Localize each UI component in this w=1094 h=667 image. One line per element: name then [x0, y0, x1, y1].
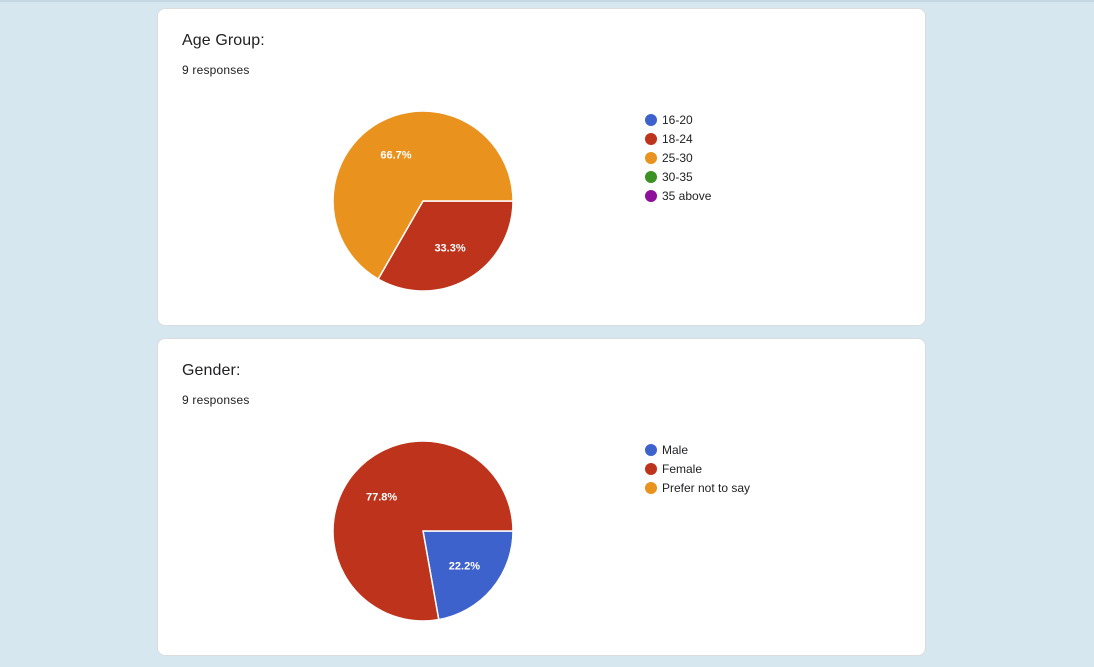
legend-label: 25-30: [662, 150, 693, 165]
legend-item-30-35[interactable]: 30-35: [645, 167, 711, 186]
gender-responses: 9 responses: [182, 393, 250, 407]
age-group-pie-chart[interactable]: 33.3% 66.7%: [332, 110, 514, 292]
legend-item-35-above[interactable]: 35 above: [645, 186, 711, 205]
legend-swatch-icon: [645, 481, 657, 494]
age-group-responses: 9 responses: [182, 63, 250, 77]
legend-item-25-30[interactable]: 25-30: [645, 148, 711, 167]
legend-item-16-20[interactable]: 16-20: [645, 110, 711, 129]
legend-swatch-icon: [645, 113, 657, 126]
slice-label-25-30: 66.7%: [380, 149, 411, 161]
legend-label: 30-35: [662, 169, 693, 184]
legend-item-prefer-not-to-say[interactable]: Prefer not to say: [645, 478, 750, 497]
age-group-title: Age Group:: [182, 32, 265, 49]
gender-pie-chart[interactable]: 22.2% 77.8%: [332, 440, 514, 622]
legend-swatch-icon: [645, 151, 657, 164]
legend-swatch-icon: [645, 189, 657, 202]
pie-slice-18-24[interactable]: [377, 200, 514, 292]
pie-slice-female[interactable]: [332, 440, 514, 622]
gender-legend: Male Female Prefer not to say: [645, 440, 750, 497]
legend-swatch-icon: [645, 462, 657, 475]
slice-label-male: 22.2%: [449, 561, 480, 573]
legend-swatch-icon: [645, 170, 657, 183]
legend-label: Male: [662, 442, 689, 457]
pie-slice-25-30[interactable]: [332, 110, 514, 281]
gender-title: Gender:: [182, 362, 241, 379]
age-group-card: Age Group: 9 responses 33.3% 66.7% 16-20 1…: [157, 8, 926, 326]
legend-label: Female: [662, 461, 703, 476]
slice-label-18-24: 33.3%: [434, 243, 465, 255]
legend-item-18-24[interactable]: 18-24: [645, 129, 711, 148]
age-group-legend: 16-20 18-24 25-30 30-35 35 above: [645, 110, 711, 205]
legend-swatch-icon: [645, 132, 657, 145]
legend-item-female[interactable]: Female: [645, 459, 750, 478]
legend-swatch-icon: [645, 443, 657, 456]
top-strip: [0, 0, 1094, 2]
legend-label: 18-24: [662, 131, 693, 146]
legend-label: 16-20: [662, 112, 693, 127]
gender-card: Gender: 9 responses 22.2% 77.8% Male Femal…: [157, 338, 926, 656]
pie-slice-male[interactable]: [422, 530, 514, 621]
legend-label: 35 above: [662, 188, 712, 203]
legend-label: Prefer not to say: [662, 480, 751, 495]
legend-item-male[interactable]: Male: [645, 440, 750, 459]
slice-label-female: 77.8%: [366, 491, 397, 503]
